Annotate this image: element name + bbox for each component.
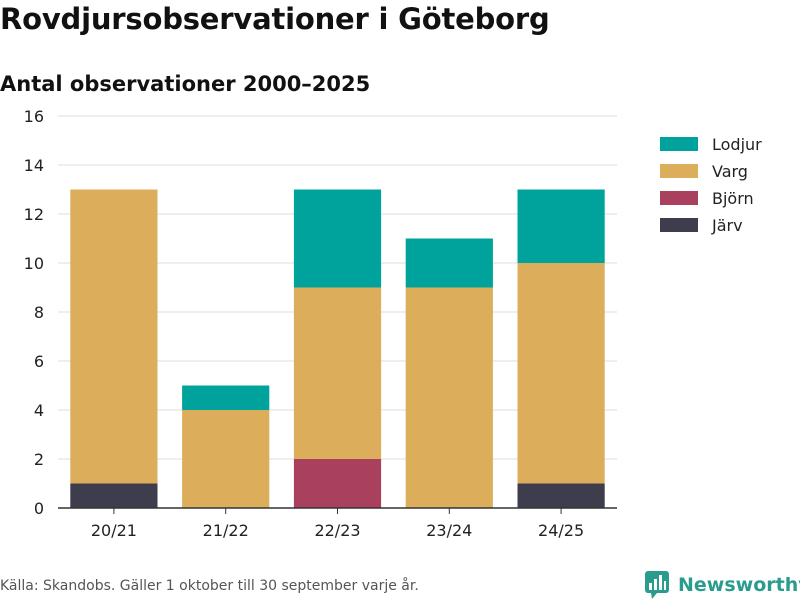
legend-label: Järv [711,216,743,235]
bar-segment-varg [517,263,605,484]
legend-swatch-järv [660,218,698,232]
y-tick-label: 0 [34,499,44,518]
source-note: Källa: Skandobs. Gäller 1 oktober till 3… [0,578,419,594]
y-tick-label: 6 [34,352,44,371]
y-tick-label: 10 [24,254,44,273]
chart-subtitle: Antal observationer 2000–2025 [0,72,371,96]
bar-chart-icon [645,571,669,599]
bar-segment-lodjur [405,238,493,288]
bars [70,189,605,508]
y-tick-label: 2 [34,450,44,469]
x-tick-label: 24/25 [538,521,584,540]
bar-segment-varg [293,287,382,459]
y-tick-label: 8 [34,303,44,322]
brand-name: Newsworthy [678,574,800,596]
x-tick-label: 21/22 [203,521,249,540]
legend-swatch-björn [660,191,698,205]
x-tick-label: 20/21 [91,521,137,540]
y-tick-label: 16 [24,107,44,126]
bar-segment-varg [70,189,158,484]
y-tick-label: 14 [24,156,44,175]
bar-segment-järv [517,483,605,508]
legend-label: Varg [712,162,748,181]
legend-label: Lodjur [712,135,762,154]
y-tick-label: 4 [34,401,44,420]
chart-title: Rovdjursobservationer i Göteborg [0,2,550,36]
legend: Lodjur Varg Björn Järv [660,135,762,235]
axes: 0 2 4 6 8 10 12 14 16 20/21 21/22 22/23 23/24 24/25 [24,107,617,540]
brand-logo: Newsworthy [644,570,800,600]
legend-swatch-lodjur [660,137,698,151]
x-tick-label: 22/23 [314,521,360,540]
bar-segment-varg [405,287,493,508]
bar-segment-lodjur [517,189,605,263]
legend-label: Björn [712,189,754,208]
legend-swatch-varg [660,164,698,178]
x-tick-label: 23/24 [426,521,472,540]
bar-segment-lodjur [293,189,382,288]
y-tick-label: 12 [24,205,44,224]
bar-segment-varg [182,410,270,508]
bar-segment-björn [293,459,382,508]
bar-segment-lodjur [182,385,270,410]
bar-segment-järv [70,483,158,508]
